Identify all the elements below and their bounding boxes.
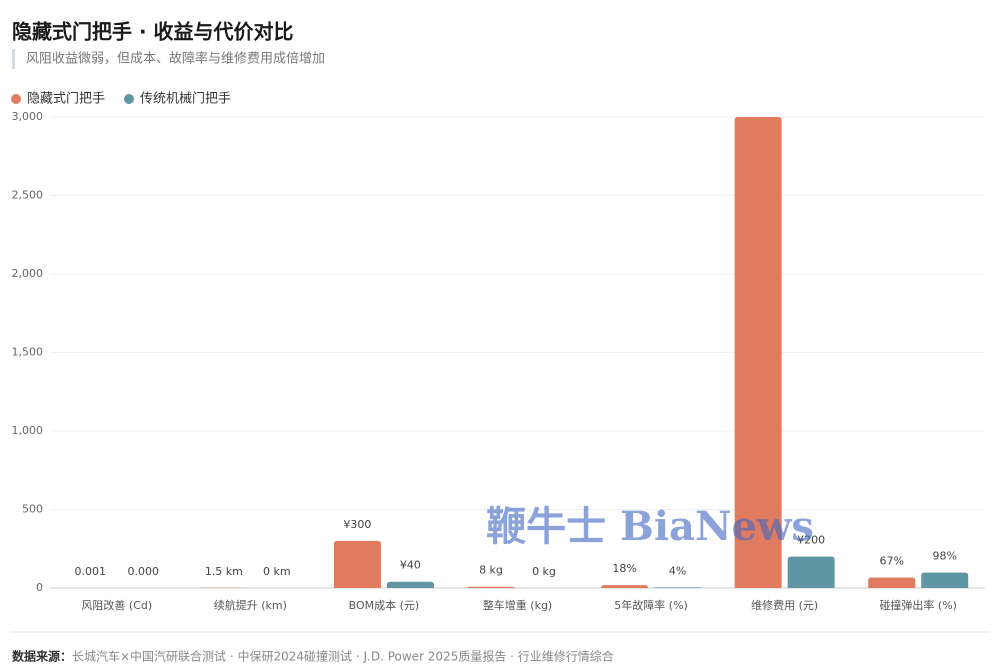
y-tick-label: 2,500: [12, 189, 44, 202]
value-label: 8 kg: [479, 564, 503, 577]
value-label: ¥40: [400, 559, 421, 572]
subtitle-bar: [12, 49, 15, 69]
x-tick-label: 风阻改善 (Cd): [81, 598, 152, 612]
legend-swatch: [124, 94, 135, 104]
value-label: 0 km: [263, 565, 291, 578]
bar: [868, 577, 916, 588]
value-label: 1.5 km: [205, 565, 243, 578]
value-label: ¥300: [343, 518, 371, 531]
x-tick-label: 续航提升 (km): [214, 598, 287, 612]
y-tick-label: 500: [22, 503, 43, 516]
watermark: 鞭牛士 BiaNews: [486, 503, 814, 550]
y-tick-label: 1,500: [12, 346, 44, 359]
value-label: 98%: [932, 550, 956, 563]
chart-subtitle: 风阻收益微弱，但成本、故障率与维修费用成倍增加: [26, 51, 325, 67]
y-tick-label: 2,000: [12, 267, 44, 280]
bar: [654, 587, 702, 588]
bar: [921, 572, 969, 588]
legend-label: 隐藏式门把手: [27, 92, 105, 107]
value-label: ¥200: [797, 534, 825, 547]
value-label: 67%: [879, 554, 903, 567]
bar: [386, 581, 434, 588]
x-tick-label: 5年故障率 (%): [614, 598, 688, 612]
source-label: 数据来源：: [12, 649, 72, 664]
value-label: 4%: [669, 564, 686, 577]
source: 长城汽车×中国汽研联合测试 · 中保研2024碰撞测试 · J.D. Power…: [72, 649, 614, 664]
value-label: 0.000: [128, 565, 160, 578]
bar: [734, 117, 782, 588]
y-tick-label: 0: [36, 581, 43, 594]
bar: [601, 585, 649, 588]
legend-label: 传统机械门把手: [140, 92, 231, 107]
value-label: 18%: [612, 562, 636, 575]
legend-swatch: [11, 94, 21, 104]
chart-title: 隐藏式门把手 · 收益与代价对比: [12, 20, 294, 44]
bar: [787, 556, 835, 588]
bar: [333, 540, 381, 588]
x-tick-label: BOM成本 (元): [349, 598, 420, 612]
value-label: 0 kg: [532, 565, 556, 578]
x-tick-label: 碰撞弹出率 (%): [879, 598, 957, 612]
x-tick-label: 整车增重 (kg): [483, 598, 552, 612]
y-tick-label: 1,000: [12, 424, 44, 437]
y-tick-label: 3,000: [12, 110, 44, 123]
bar: [467, 586, 515, 588]
x-tick-label: 维修费用 (元): [751, 598, 818, 612]
value-label: 0.001: [75, 565, 107, 578]
